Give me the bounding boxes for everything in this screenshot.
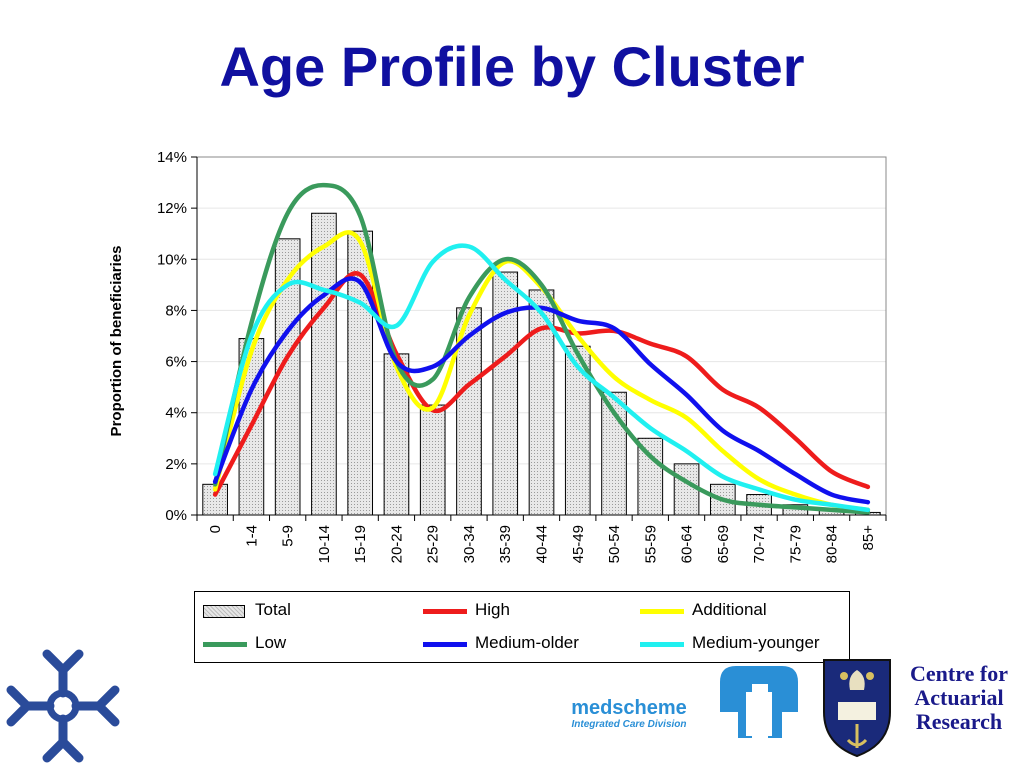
y-tick-label: 0% xyxy=(165,507,187,524)
medscheme-name: medscheme xyxy=(571,697,687,719)
x-tick-label: 20-24 xyxy=(388,525,405,563)
x-tick-label: 15-19 xyxy=(352,525,369,563)
x-tick-label: 35-39 xyxy=(497,525,514,563)
legend-label-high: High xyxy=(475,600,510,619)
x-tick-label: 0 xyxy=(207,525,224,533)
legend-label-medium-younger: Medium-younger xyxy=(692,633,820,652)
car-line-2: Actuarial xyxy=(914,685,1004,710)
bar-total-50-54 xyxy=(601,391,627,516)
legend-swatch-medium-younger xyxy=(640,642,684,647)
line-high xyxy=(212,271,871,497)
line-series xyxy=(212,182,871,515)
x-tick-label: 10-14 xyxy=(316,525,333,563)
bar-total-10-14 xyxy=(311,212,337,516)
x-tick-label: 60-64 xyxy=(679,525,696,563)
x-tick-label: 40-44 xyxy=(534,525,551,563)
y-axis-label: Proportion of beneficiaries xyxy=(108,246,125,437)
x-tick-label: 5-9 xyxy=(280,525,297,547)
car-line-1: Centre for xyxy=(910,661,1008,686)
legend-swatch-medium-older xyxy=(423,642,467,647)
legend-swatch-low xyxy=(203,642,247,647)
y-tick-label: 8% xyxy=(165,302,187,319)
car-line-3: Research xyxy=(915,709,1003,734)
legend-label-medium-older: Medium-older xyxy=(475,633,579,652)
bar-total-60-64 xyxy=(673,463,700,516)
y-tick-label: 14% xyxy=(157,149,187,166)
medscheme-icon xyxy=(720,666,798,738)
y-tick-label: 6% xyxy=(165,354,187,371)
university-shield-logo xyxy=(823,659,891,758)
x-tick-label: 55-59 xyxy=(642,525,659,563)
legend-swatch-high xyxy=(423,609,467,614)
x-tick-label: 80-84 xyxy=(824,525,841,563)
x-tick-label: 70-74 xyxy=(751,525,768,563)
x-tick-label: 85+ xyxy=(860,525,877,551)
x-tick-label: 75-79 xyxy=(787,525,804,563)
y-tick-label: 10% xyxy=(157,251,187,268)
legend-swatch-additional xyxy=(640,609,684,614)
x-tick-label: 25-29 xyxy=(425,525,442,563)
car-logo-text: Centre for Actuarial Research xyxy=(897,662,1021,734)
y-tick-label: 4% xyxy=(165,405,187,422)
legend-label-additional: Additional xyxy=(692,600,767,619)
line-low xyxy=(212,182,871,515)
chart-legend: Total High Additional Low Medium-older M… xyxy=(194,591,850,663)
y-tick-label: 2% xyxy=(165,456,187,473)
legend-label-low: Low xyxy=(255,633,287,652)
x-tick-label: 65-69 xyxy=(715,525,732,563)
x-tick-label: 45-49 xyxy=(570,525,587,563)
medscheme-division: Integrated Care Division xyxy=(571,719,687,730)
medscheme-logo: medscheme Integrated Care Division xyxy=(554,697,704,730)
slide-title: Age Profile by Cluster xyxy=(219,35,805,98)
age-profile-chart: 0% 2% 4% 6% 8% 10% 12% 14% 0 1-4 5-9 10-14 15-19 20-2… xyxy=(108,149,887,563)
cross-logo xyxy=(6,649,120,763)
x-tick-label: 50-54 xyxy=(606,525,623,563)
legend-swatch-total xyxy=(203,605,245,618)
line-medium-younger xyxy=(212,243,871,513)
y-tick-label: 12% xyxy=(157,200,187,217)
x-tick-label: 1-4 xyxy=(243,525,260,547)
axes: 0% 2% 4% 6% 8% 10% 12% 14% 0 1-4 5-9 10-14 15-19 20-2… xyxy=(157,149,887,563)
legend-label-total: Total xyxy=(255,600,291,619)
bar-total-25-29 xyxy=(419,404,446,516)
x-tick-label: 30-34 xyxy=(461,525,478,563)
